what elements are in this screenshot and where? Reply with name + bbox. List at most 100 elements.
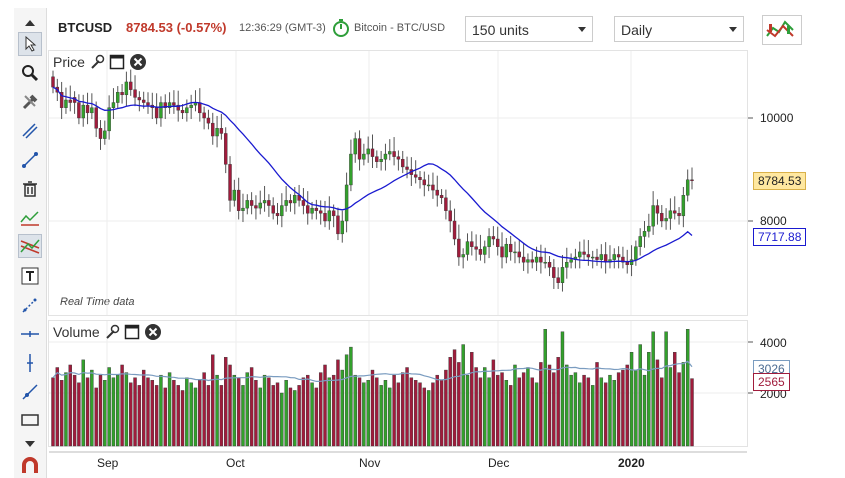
volume-bar <box>323 364 327 447</box>
candle-body <box>327 210 332 222</box>
volume-bar <box>457 362 461 447</box>
volume-bar <box>107 367 111 447</box>
maximize-icon[interactable] <box>109 54 125 70</box>
zoom-tool[interactable] <box>18 61 42 85</box>
volume-bar <box>673 352 677 447</box>
candle-body <box>508 243 513 253</box>
magnet-icon <box>22 457 38 473</box>
volume-bar <box>64 372 68 447</box>
ma-price-tag: 7717.88 <box>753 228 807 246</box>
wrench-icon[interactable] <box>89 54 105 70</box>
volume-bar <box>690 378 694 447</box>
line-tool[interactable] <box>18 148 42 172</box>
volume-bar <box>90 369 94 447</box>
candle-body <box>448 210 452 222</box>
candle-body <box>690 179 694 182</box>
period-select-value: Daily <box>621 22 653 38</box>
volume-bar <box>141 369 146 447</box>
candle-body <box>500 246 504 258</box>
magnet-tool[interactable] <box>18 454 42 478</box>
volume-bar <box>224 357 228 447</box>
volume-bar <box>660 377 664 447</box>
text-tool[interactable] <box>18 264 42 288</box>
volume-bar <box>668 367 673 447</box>
indicator-tool[interactable] <box>18 206 42 230</box>
volume-bar <box>375 377 379 447</box>
candle-body <box>163 102 167 108</box>
candle-body <box>353 138 357 155</box>
expand-down-button[interactable] <box>18 432 42 456</box>
volume-ma-line <box>52 360 693 383</box>
volume-bar <box>599 377 604 447</box>
volume-bar <box>206 385 211 447</box>
candle-body <box>271 205 275 214</box>
volume-bar <box>418 382 422 447</box>
wrench-hammer-icon <box>22 94 38 110</box>
candle-body <box>405 166 409 170</box>
text-icon <box>21 267 39 285</box>
volume-bar <box>137 385 142 447</box>
volume-bar <box>603 382 608 447</box>
volume-bar <box>452 349 457 447</box>
indicator-icon <box>20 211 39 226</box>
ray-tool[interactable] <box>18 380 42 404</box>
volume-bar <box>500 372 504 447</box>
studies-button[interactable] <box>762 15 802 45</box>
parallel-lines-tool[interactable] <box>18 119 42 143</box>
candle-body <box>487 236 491 247</box>
volume-bar <box>435 374 439 447</box>
volume-bar <box>405 367 409 447</box>
candle-body <box>284 200 288 206</box>
channel-tool[interactable] <box>18 234 42 258</box>
x-label-dec: Dec <box>488 456 510 470</box>
rectangle-tool[interactable] <box>18 408 42 432</box>
candle-body <box>318 210 323 214</box>
tools-button[interactable] <box>18 90 42 114</box>
volume-bar <box>327 377 332 447</box>
close-icon[interactable] <box>144 323 162 341</box>
candle-body <box>388 151 392 155</box>
candle-body <box>560 267 565 284</box>
delete-drawings-button[interactable] <box>18 177 42 201</box>
candle-body <box>336 215 340 235</box>
candle-body <box>668 210 673 219</box>
candle-body <box>647 225 651 232</box>
candle-body <box>236 189 241 211</box>
wrench-icon[interactable] <box>104 324 120 340</box>
candle-body <box>81 104 85 119</box>
units-select[interactable]: 150 units <box>465 16 593 42</box>
volume-bar <box>77 382 81 447</box>
volume-bar <box>146 377 150 447</box>
candle-body <box>280 205 284 217</box>
volume-bar <box>353 374 357 447</box>
collapse-up-button[interactable] <box>18 11 42 35</box>
candle-body <box>677 213 681 217</box>
candle-body <box>159 102 163 119</box>
line-icon <box>22 152 38 168</box>
volume-bar <box>81 359 85 447</box>
pointer-tool[interactable] <box>18 32 42 56</box>
candle-body <box>357 138 362 160</box>
vertical-line-tool[interactable] <box>18 351 42 375</box>
volume-bar <box>508 385 513 447</box>
volume-bar <box>677 372 681 447</box>
maximize-icon[interactable] <box>124 324 140 340</box>
candle-body <box>543 262 547 264</box>
candle-body <box>68 99 72 103</box>
trendline-tool[interactable] <box>18 293 42 317</box>
close-icon[interactable] <box>129 53 147 71</box>
candle-body <box>314 207 319 211</box>
volume-bar <box>616 372 621 447</box>
time-label: 12:36:29 (GMT-3) <box>239 22 326 34</box>
candle-body <box>474 246 478 250</box>
volume-bar <box>254 380 258 447</box>
candle-body <box>344 184 349 222</box>
trash-icon <box>23 181 37 197</box>
horizontal-line-tool[interactable] <box>18 322 42 346</box>
volume-bar <box>439 380 444 447</box>
volume-bar <box>271 385 275 447</box>
candle-body <box>120 92 124 96</box>
volume-bar <box>431 382 435 447</box>
candle-body <box>431 184 435 191</box>
period-select[interactable]: Daily <box>614 16 744 42</box>
